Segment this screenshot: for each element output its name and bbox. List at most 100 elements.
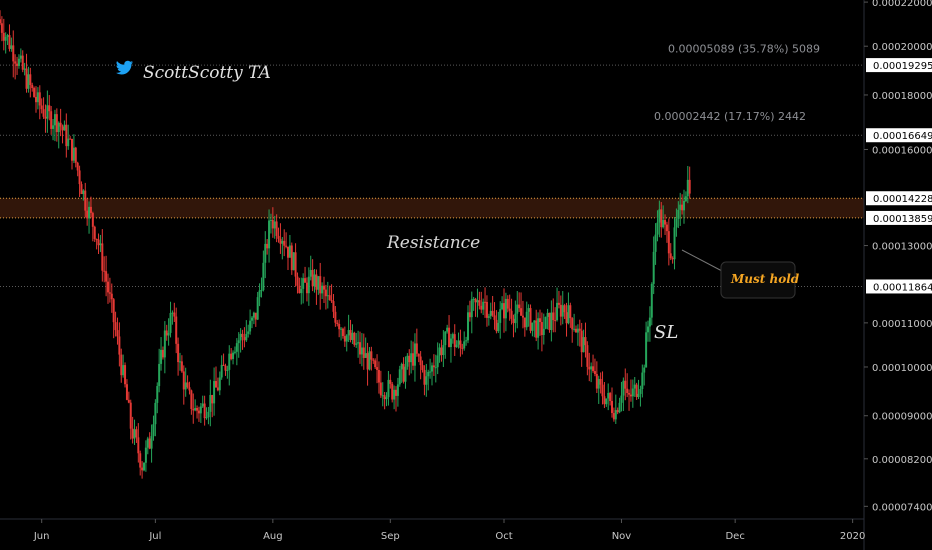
candle-down — [415, 343, 418, 354]
candle-down — [520, 308, 523, 316]
candle-down — [395, 389, 397, 396]
candle-down — [336, 322, 339, 324]
candle-down — [127, 399, 130, 403]
candle-down — [669, 253, 672, 259]
must-hold-label: Must hold — [730, 272, 800, 286]
candle-up — [364, 353, 367, 358]
candle-up — [326, 295, 329, 297]
candle-down — [508, 308, 511, 311]
candle-up — [677, 209, 680, 219]
candle-up — [582, 337, 585, 353]
candle-up — [650, 283, 653, 318]
candle-down — [131, 428, 134, 439]
candle-down — [370, 351, 373, 360]
candle-down — [328, 295, 331, 301]
candle-down — [595, 373, 598, 389]
candle-up — [150, 436, 153, 449]
candle-up — [489, 310, 492, 317]
candle-up — [639, 389, 642, 394]
candle-down — [362, 347, 365, 358]
candle-down — [412, 353, 415, 366]
candle-down — [461, 347, 464, 349]
candle-down — [125, 384, 128, 400]
candle-down — [671, 258, 674, 260]
candle-down — [95, 238, 98, 240]
time-tick-label: 2020 — [840, 531, 865, 542]
price-tick-label: 0.00020000 — [872, 42, 932, 53]
candle-up — [281, 240, 284, 244]
candle-down — [203, 403, 206, 419]
resistance-zone — [0, 198, 864, 218]
candle-down — [224, 365, 227, 371]
candle-down — [12, 45, 15, 62]
candle-down — [503, 303, 505, 319]
level-price-labels: 0.00019295 0.00016649 0.00014228 0.00013859… — [866, 58, 932, 294]
candle-down — [624, 380, 627, 389]
candle-up — [381, 395, 384, 397]
candle-up — [544, 316, 547, 329]
candle-up — [201, 403, 204, 407]
candle-down — [665, 224, 668, 232]
candlestick-series — [0, 10, 691, 479]
candle-down — [222, 364, 225, 366]
candle-down — [459, 340, 462, 348]
candle-down — [557, 302, 560, 305]
candle-down — [626, 388, 629, 394]
candle-down — [190, 390, 193, 410]
candle-down — [332, 301, 335, 312]
candle-up — [444, 331, 447, 346]
candle-up — [194, 407, 197, 411]
price-tick-label: 0.00013000 — [872, 242, 932, 253]
candle-up — [23, 68, 26, 70]
candle-down — [578, 328, 581, 331]
candle-down — [48, 105, 51, 112]
time-axis[interactable]: Jun Jul Aug Sep Oct Nov Dec 2020 — [33, 519, 865, 542]
candle-down — [359, 342, 361, 355]
candle-up — [633, 384, 636, 389]
candle-down — [277, 235, 280, 239]
candle-up — [527, 308, 530, 312]
candle-up — [576, 328, 579, 333]
candle-up — [497, 322, 500, 332]
candle-up — [686, 179, 689, 197]
candle-up — [476, 300, 479, 303]
candle-up — [321, 285, 324, 294]
time-tick-label: Nov — [612, 531, 632, 542]
candle-down — [71, 139, 73, 161]
candle-down — [592, 366, 595, 372]
candle-up — [451, 334, 454, 339]
candle-up — [288, 245, 291, 258]
candle-up — [561, 305, 564, 317]
candle-down — [571, 318, 574, 330]
price-axis[interactable]: 0.00022000 0.00020000 0.00018000 0.00016000… — [864, 0, 932, 513]
candle-down — [688, 179, 691, 194]
candle-up — [504, 298, 507, 319]
time-tick-label: Aug — [263, 531, 283, 542]
candle-down — [423, 370, 426, 385]
candle-up — [482, 301, 485, 310]
candle-down — [521, 315, 524, 318]
candle-up — [10, 45, 13, 49]
candle-down — [324, 289, 327, 297]
candle-up — [213, 381, 216, 404]
candle-down — [593, 371, 596, 374]
candle-down — [135, 429, 138, 438]
candle-down — [180, 361, 183, 372]
measure-lower-label: 0.00002442 (17.17%) 2442 — [654, 110, 806, 123]
candle-down — [391, 383, 394, 400]
candle-up — [647, 326, 649, 333]
candle-up — [245, 333, 248, 341]
price-tick-label: 0.00009000 — [872, 412, 932, 423]
candle-down — [510, 310, 513, 319]
candle-up — [429, 371, 432, 373]
candle-up — [467, 312, 469, 341]
candle-down — [349, 330, 352, 340]
level-price-label-bg — [866, 58, 932, 73]
candle-up — [52, 125, 55, 129]
candle-down — [419, 356, 422, 366]
candle-up — [463, 341, 466, 349]
candle-up — [57, 122, 60, 133]
candle-down — [84, 190, 87, 211]
candle-down — [2, 32, 5, 41]
